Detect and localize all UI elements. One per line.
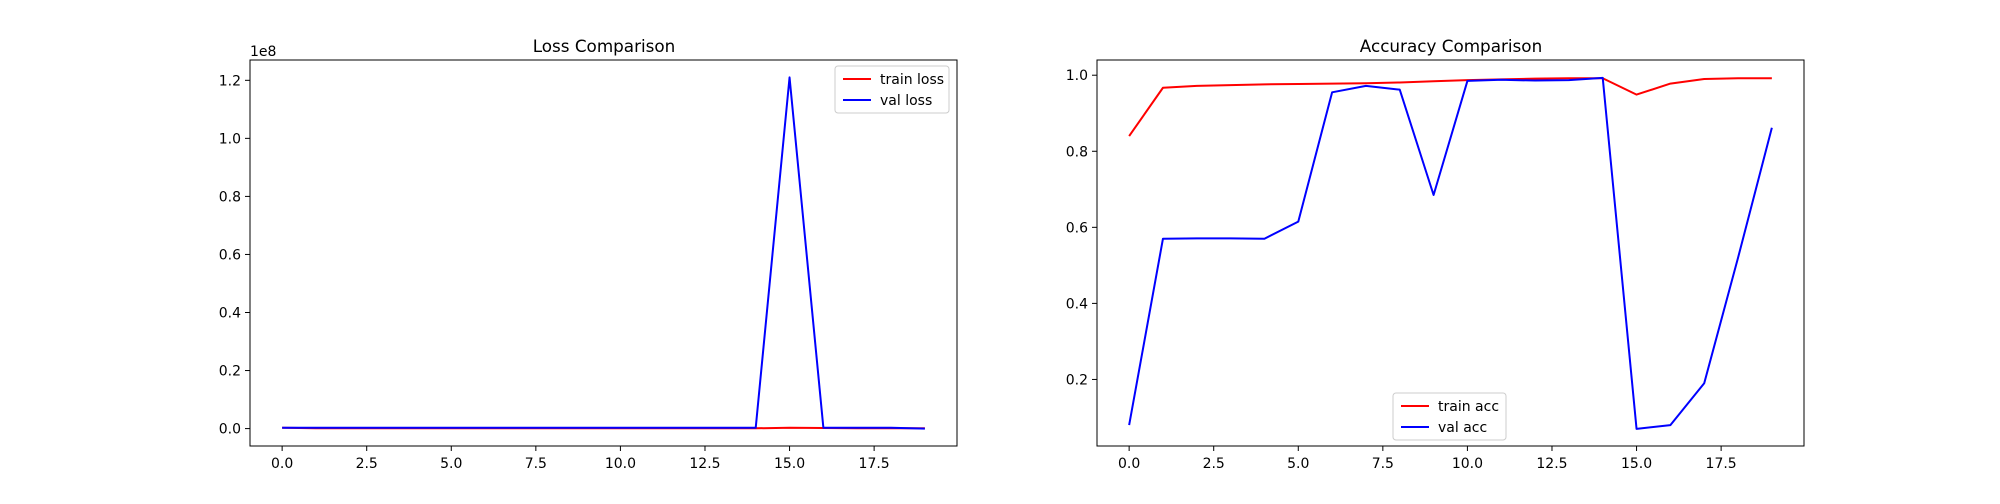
loss-legend: train loss val loss (834, 65, 950, 114)
loss-y-tick-label: 0.6 (219, 247, 241, 263)
accuracy-y-tick-label: 0.4 (1066, 296, 1088, 312)
loss-series-val-line (282, 76, 925, 430)
accuracy-legend-box (1392, 392, 1507, 441)
loss-x-tick-label: 0.0 (271, 456, 293, 472)
accuracy-plot-frame (1096, 59, 1805, 447)
accuracy-x-tick-label: 0.0 (1118, 456, 1140, 472)
loss-chart-title: Loss Comparison (533, 36, 676, 56)
accuracy-legend: train acc val acc (1392, 392, 1507, 441)
loss-x-tick-label: 7.5 (525, 456, 547, 472)
accuracy-x-tick-label: 12.5 (1536, 456, 1567, 472)
accuracy-x-tick-label: 17.5 (1706, 456, 1737, 472)
accuracy-comparison-panel: Accuracy Comparison 0.0 2.5 5.0 7.5 10.0 12.5… (1066, 36, 1805, 472)
loss-x-tick-label: 15.0 (774, 456, 805, 472)
accuracy-chart-title: Accuracy Comparison (1360, 36, 1542, 56)
loss-y-tick-label: 0.2 (219, 364, 241, 380)
loss-x-tick-label: 12.5 (689, 456, 720, 472)
accuracy-y-tick-label: 0.8 (1066, 144, 1088, 160)
loss-legend-train-label: train loss (880, 72, 944, 88)
accuracy-series-train-line (1128, 77, 1772, 137)
accuracy-x-tick-label: 2.5 (1203, 456, 1225, 472)
loss-x-tick-label: 2.5 (356, 456, 378, 472)
accuracy-series-val-line (1128, 76, 1773, 430)
loss-y-tick-label: 0.4 (219, 305, 241, 321)
accuracy-x-tick-label: 10.0 (1452, 456, 1483, 472)
loss-series-layer (282, 76, 925, 430)
accuracy-ticks-layer: 0.0 2.5 5.0 7.5 10.0 12.5 15.0 17.5 0.2 0.4 0.6 0.8… (1066, 68, 1737, 472)
loss-plot-frame (249, 59, 958, 447)
loss-legend-val-label: val loss (880, 93, 932, 109)
loss-y-tick-label: 1.2 (219, 73, 241, 89)
accuracy-x-tick-label: 7.5 (1372, 456, 1394, 472)
loss-x-tick-label: 10.0 (605, 456, 636, 472)
loss-comparison-panel: Loss Comparison 1e8 0.0 2.5 5.0 7.5 10.0 12.5… (219, 36, 958, 472)
loss-y-tick-label: 1.0 (219, 131, 241, 147)
accuracy-x-tick-label: 15.0 (1621, 456, 1652, 472)
accuracy-y-tick-label: 0.2 (1066, 372, 1088, 388)
accuracy-x-tick-label: 5.0 (1287, 456, 1309, 472)
loss-y-tick-label: 0.0 (219, 422, 241, 438)
accuracy-series-layer (1128, 76, 1773, 430)
accuracy-y-tick-label: 1.0 (1066, 68, 1088, 84)
loss-y-tick-label: 0.8 (219, 189, 241, 205)
loss-legend-box (834, 65, 950, 114)
accuracy-legend-train-label: train acc (1438, 399, 1499, 415)
accuracy-y-tick-label: 0.6 (1066, 220, 1088, 236)
loss-ticks-layer: 0.0 2.5 5.0 7.5 10.0 12.5 15.0 17.5 0.0 0.2 0.4 0.6… (219, 73, 890, 472)
accuracy-legend-val-label: val acc (1438, 420, 1487, 436)
loss-x-tick-label: 17.5 (859, 456, 890, 472)
loss-y-offset-text: 1e8 (250, 44, 276, 60)
loss-x-tick-label: 5.0 (440, 456, 462, 472)
